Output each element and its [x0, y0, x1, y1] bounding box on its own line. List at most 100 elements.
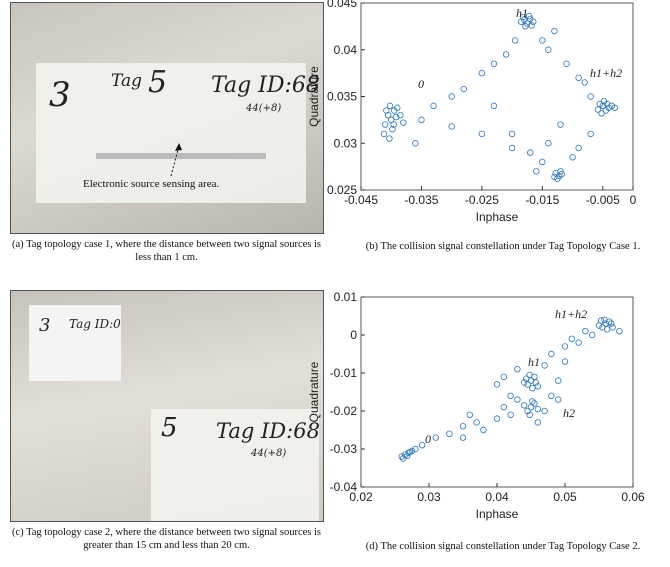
arrow: [170, 143, 182, 177]
data-point: [459, 434, 467, 441]
photo-label: Tag ID:68: [211, 73, 320, 98]
data-point: [514, 396, 521, 403]
data-point: [587, 93, 594, 100]
data-point: [473, 419, 480, 426]
data-point: [575, 339, 582, 346]
photo-label: 5: [148, 65, 168, 100]
data-point: [418, 116, 425, 124]
data-point: [601, 316, 608, 323]
data-point: [400, 119, 407, 126]
data-point: [394, 104, 401, 111]
data-point: [478, 130, 486, 138]
caption: (c) Tag topology case 2, where the dista…: [11, 527, 322, 551]
data-point: [557, 168, 564, 175]
data-point: [539, 158, 546, 166]
annotation: h1: [516, 6, 528, 20]
data-point: [381, 121, 389, 128]
data-point: [466, 411, 473, 418]
y-tick-label: 0.035: [327, 90, 357, 104]
data-point: [575, 144, 582, 152]
data-point: [392, 113, 400, 121]
data-point: [430, 102, 437, 110]
data-point: [524, 407, 531, 415]
data-point: [507, 392, 514, 399]
tag-paper: [151, 409, 319, 521]
data-point: [526, 371, 533, 379]
data-point: [507, 411, 514, 418]
data-point: [534, 419, 541, 426]
y-tick-label: -0.02: [330, 404, 358, 418]
data-point: [508, 130, 516, 138]
data-point: [380, 130, 388, 138]
data-point: [534, 383, 541, 390]
photo: 3 Tag ID:0 5 Tag ID:68 44(+8): [10, 290, 324, 522]
data-point: [589, 331, 596, 339]
data-point: [582, 328, 589, 335]
y-tick-label: 0.04: [334, 43, 358, 57]
data-point: [490, 102, 498, 110]
annotation: 0: [418, 77, 424, 91]
data-point: [557, 121, 564, 128]
data-point: [529, 398, 536, 405]
data-point: [608, 320, 615, 327]
data-point: [609, 324, 616, 331]
data-point: [514, 365, 521, 373]
x-axis-label: Inphase: [476, 507, 519, 521]
data-point: [448, 93, 455, 100]
data-point: [480, 426, 487, 434]
x-tick-label: 0.04: [485, 490, 509, 504]
chart: -0.045 -0.035 -0.025 -0.015 -0.005 0 0.025 0.03…: [307, 0, 637, 224]
data-point: [551, 27, 558, 35]
photo: 3 Tag 5 Tag ID:68 44(+8) Electronic sour…: [10, 2, 324, 234]
data-point: [386, 135, 393, 142]
data-point: [493, 381, 501, 388]
data-point: [581, 79, 588, 86]
data-point: [541, 407, 548, 415]
x-tick-label: 0: [630, 193, 637, 207]
data-point: [561, 358, 569, 365]
data-point: [490, 60, 498, 67]
data-point: [548, 350, 555, 358]
tag-strip: [96, 153, 266, 159]
data-point: [568, 335, 575, 342]
x-tick-label: 0.05: [553, 490, 577, 504]
x-tick-label: 0.06: [621, 490, 645, 504]
data-point: [418, 441, 426, 449]
data-point: [530, 18, 537, 25]
data-point: [500, 373, 507, 380]
data-point: [523, 375, 530, 382]
annotation: h1: [528, 355, 540, 369]
caption: (d) The collision signal constellation u…: [365, 541, 641, 552]
x-tick-label: 0.03: [417, 490, 441, 504]
y-tick-label: -0.01: [330, 366, 358, 380]
x-tick-label: -0.025: [465, 193, 499, 207]
data-point: [448, 123, 455, 130]
x-tick-label: -0.015: [525, 193, 559, 207]
caption: (b) The collision signal constellation u…: [365, 241, 641, 252]
data-point: [460, 85, 467, 93]
x-tick-label: -0.035: [404, 193, 438, 207]
y-tick-label: 0: [350, 328, 357, 342]
data-point: [558, 170, 565, 178]
data-point: [500, 403, 507, 411]
data-point: [534, 405, 541, 413]
data-point: [532, 379, 539, 386]
data-point: [524, 381, 531, 388]
data-point: [527, 403, 535, 411]
y-tick-label: 0.01: [334, 290, 358, 304]
data-point: [548, 392, 555, 399]
annotation: 0: [425, 432, 431, 446]
data-point: [598, 110, 605, 117]
y-axis-label: Quadrature: [307, 361, 321, 422]
data-point: [383, 107, 390, 114]
photo-label: 3: [49, 75, 71, 115]
data-point: [446, 430, 453, 437]
data-point: [412, 445, 419, 453]
annotation: h1+h2: [555, 307, 587, 321]
data-point: [533, 168, 540, 175]
chart: 0.02 0.03 0.04 0.05 0.06 -0.04 -0.03 -0.02 -0.01…: [307, 290, 645, 521]
data-point: [561, 343, 569, 350]
data-point: [528, 22, 535, 29]
data-point: [508, 144, 516, 152]
data-point: [405, 449, 412, 456]
